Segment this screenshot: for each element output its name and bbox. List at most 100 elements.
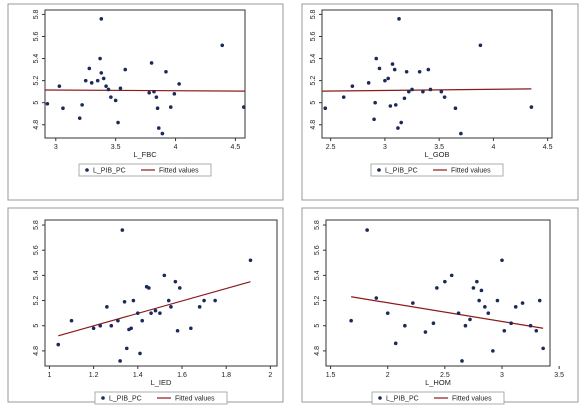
x-axis-label: L_GOB [424, 150, 449, 159]
data-point [477, 298, 481, 303]
y-tick-label: 5.2 [310, 76, 317, 86]
plot-area [44, 9, 246, 139]
legend-label-series: L_PIB_PC [385, 168, 418, 175]
data-point [95, 78, 100, 83]
data-point [89, 81, 94, 85]
x-tick-label: 1.2 [89, 372, 99, 379]
y-tick-label: 5.8 [310, 9, 317, 19]
y-tick-label: 5.8 [33, 9, 40, 19]
legend-marker-dot [101, 396, 105, 400]
data-point [177, 286, 182, 290]
data-point [80, 103, 84, 107]
data-point [138, 351, 142, 356]
data-point [386, 76, 390, 81]
data-point [213, 298, 217, 303]
data-point [120, 228, 125, 232]
data-point [104, 84, 108, 88]
legend-label-series: L_PIB_PC [386, 396, 419, 403]
data-point [220, 43, 225, 48]
x-tick-label: 1.4 [133, 372, 143, 379]
y-tick-label: 5.2 [33, 296, 40, 306]
data-point [177, 82, 181, 86]
data-point [397, 17, 401, 21]
data-point [390, 62, 395, 66]
data-point [45, 101, 50, 106]
x-tick-label: 1.8 [221, 372, 231, 379]
data-point [99, 71, 104, 75]
data-point [242, 105, 246, 109]
data-point [417, 69, 422, 74]
data-point [98, 56, 102, 61]
data-point [377, 66, 382, 71]
legend-label-series: L_PIB_PC [93, 168, 126, 175]
data-point [403, 323, 407, 328]
data-point [456, 311, 461, 315]
plot-area [321, 9, 553, 139]
data-point [396, 126, 400, 130]
data-point [410, 87, 414, 92]
data-point [471, 286, 476, 290]
y-tick-label: 5 [314, 324, 321, 328]
data-point [166, 298, 171, 303]
y-tick-label: 5.6 [33, 32, 40, 42]
data-point [149, 311, 153, 315]
y-tick-label: 5.2 [314, 296, 321, 306]
data-point [491, 349, 495, 353]
legend: L_PIB_PC Fitted values [94, 391, 228, 405]
y-tick-label: 4.8 [33, 120, 40, 130]
data-point [131, 298, 136, 303]
data-point [537, 298, 542, 303]
x-tick-label: 4 [174, 144, 178, 151]
y-tick-label: 5.4 [310, 54, 317, 64]
legend-label-series: L_PIB_PC [109, 396, 142, 403]
data-point [366, 81, 371, 85]
legend-label-fitted: Fitted values [452, 396, 492, 403]
legend-label-fitted: Fitted values [175, 396, 215, 403]
data-point [509, 321, 513, 326]
data-point [98, 323, 103, 328]
data-point [442, 95, 447, 99]
data-point [404, 69, 409, 74]
data-point [393, 341, 398, 346]
x-tick-label: 3.5 [434, 144, 444, 151]
data-point [449, 273, 454, 278]
data-point [341, 95, 346, 99]
y-tick-label: 5.4 [33, 270, 40, 280]
data-point [495, 298, 500, 303]
x-tick-label: 1.5 [326, 372, 336, 379]
data-point [149, 61, 154, 65]
y-tick-label: 4.8 [310, 120, 317, 130]
fitted-values-line [58, 281, 251, 337]
y-tick-label: 5.2 [33, 76, 40, 86]
data-point [421, 89, 425, 94]
data-point [323, 106, 328, 111]
data-point [460, 359, 464, 363]
data-point [502, 328, 507, 333]
data-point [197, 305, 202, 309]
legend-label-fitted: Fitted values [159, 168, 199, 175]
y-tick-label: 5.8 [33, 220, 40, 230]
legend-marker-dot [85, 168, 89, 172]
y-tick-label: 5.6 [33, 245, 40, 255]
data-point [349, 318, 353, 323]
y-tick-label: 4.8 [314, 346, 321, 356]
y-tick-label: 5.6 [314, 245, 321, 255]
data-point [479, 288, 484, 293]
data-point [87, 66, 92, 71]
data-point [169, 305, 173, 309]
data-point [431, 321, 436, 326]
data-point [172, 92, 177, 96]
data-point [113, 98, 118, 103]
data-point [153, 308, 158, 313]
data-point [116, 120, 120, 125]
x-tick-label: 2.5 [326, 144, 336, 151]
data-point [101, 76, 106, 81]
data-point [164, 69, 168, 74]
data-point [350, 84, 355, 88]
x-axis-label: L_FBC [133, 150, 157, 159]
data-point [385, 311, 390, 315]
data-point [116, 318, 120, 323]
scatter-panel-1: 4.8 5 5.2 5.4 5.6 5.8 3 3.5 4 4.5 L_FBC L_PIB_PC Fit… [7, 3, 284, 201]
data-point [468, 317, 472, 322]
data-point [122, 300, 127, 304]
